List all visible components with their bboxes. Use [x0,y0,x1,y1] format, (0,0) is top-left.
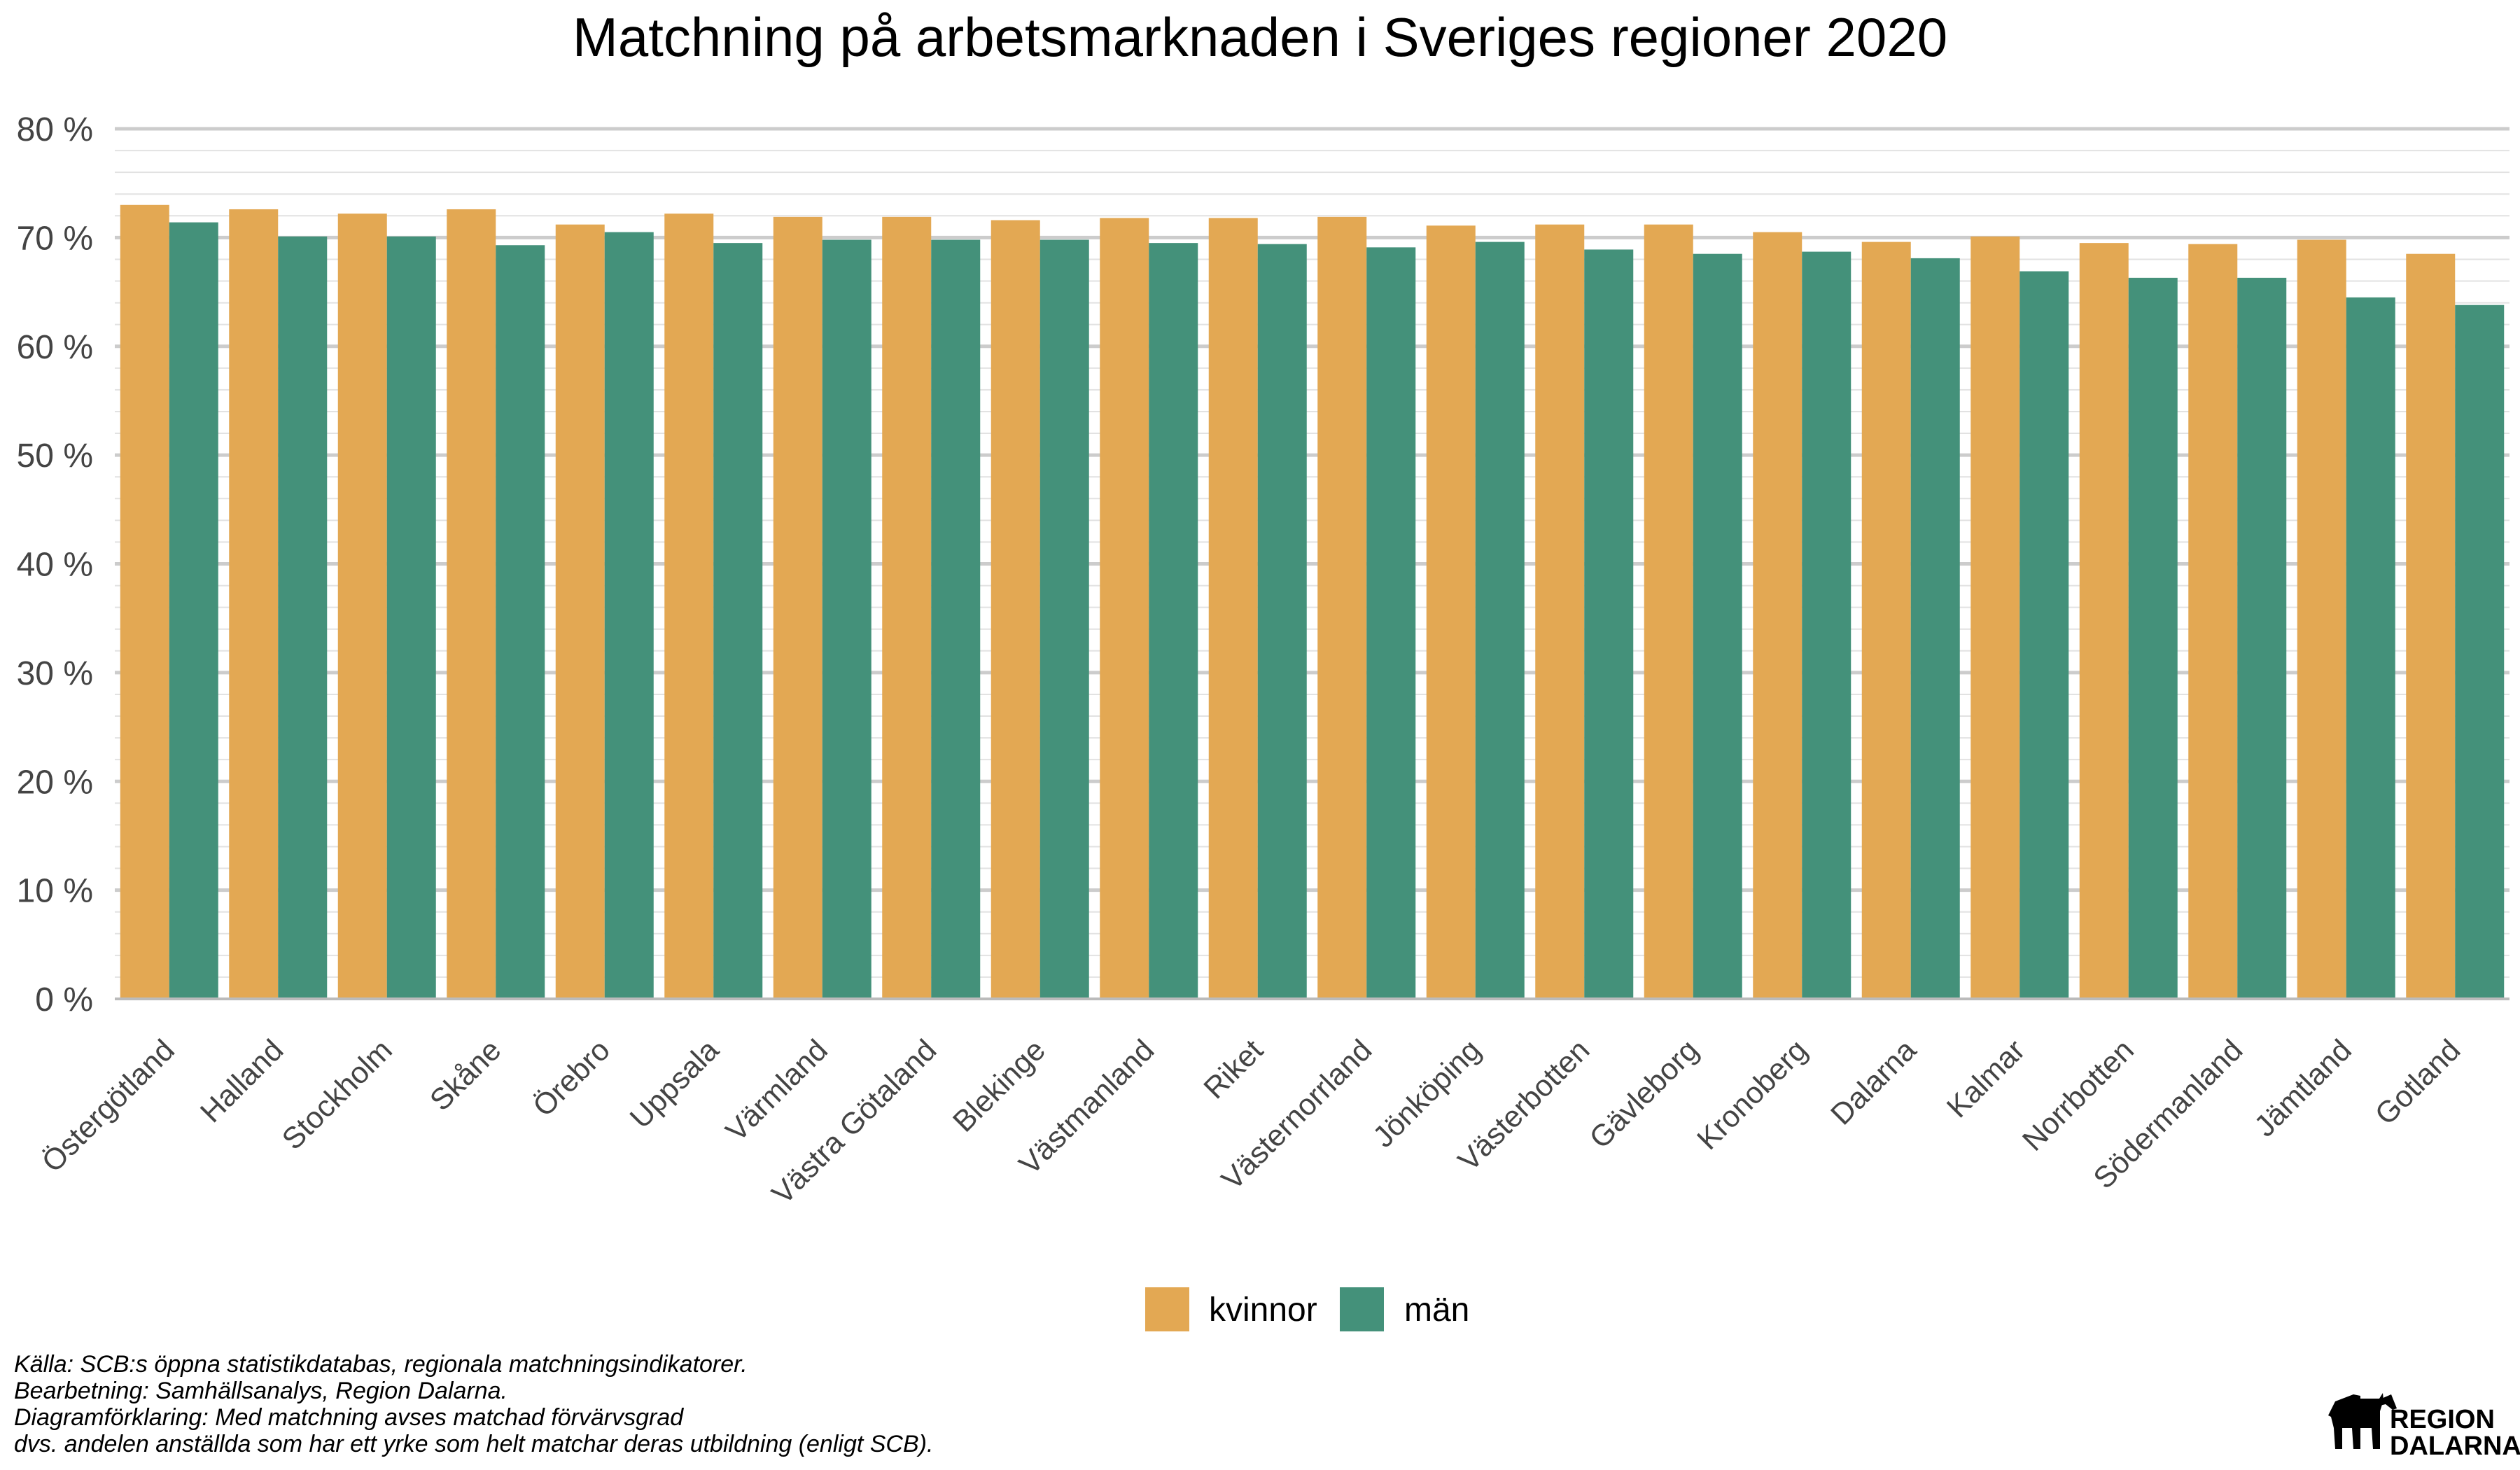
y-tick-label: 80 % [17,111,93,148]
bar-kvinnor [664,214,714,999]
y-tick-label: 30 % [17,655,93,692]
y-tick-label: 0 % [35,981,93,1018]
bar-kvinnor [773,216,822,999]
bar-man [1149,243,1198,999]
bar-man [1366,247,1416,999]
bar-kvinnor [1535,224,1585,1000]
bar-man [1910,258,1960,999]
x-tick-label: Skåne [424,1033,507,1117]
legend-label-man: män [1404,1292,1469,1329]
bar-man [1693,253,1742,999]
bar-kvinnor [447,209,496,999]
bar-kvinnor [555,224,605,1000]
y-tick-label: 40 % [17,547,93,584]
x-tick-label: Gotland [2369,1033,2467,1131]
bar-kvinnor [1644,224,1693,1000]
x-tick-label: Riket [1198,1033,1270,1105]
y-tick-label: 70 % [17,220,93,257]
bar-man [1802,251,1851,1000]
bar-kvinnor [1970,236,2020,999]
bar-kvinnor [1426,225,1476,1000]
bar-man [713,243,763,999]
y-tick-label: 50 % [17,438,93,475]
x-tick-label: Halland [194,1033,290,1129]
x-tick-label: Östergötland [36,1033,181,1179]
x-tick-label: Värmland [720,1033,834,1148]
bar-man [2455,304,2505,999]
y-tick-label: 20 % [17,764,93,801]
bar-man [822,239,872,999]
caption: Källa: SCB:s öppna statistikdatabas, reg… [14,1351,933,1457]
bar-kvinnor [229,209,279,999]
bar-kvinnor [2297,239,2346,999]
chart-title: Matchning på arbetsmarknaden i Sveriges … [573,6,1947,68]
logo-text-region: REGION [2390,1405,2495,1434]
bar-man [2346,297,2395,999]
y-tick-label: 10 % [17,873,93,910]
x-tick-label: Örebro [526,1033,617,1124]
bar-kvinnor [1317,216,1367,999]
bar-man [278,236,328,999]
bar-man [2128,277,2178,999]
x-tick-label: Kalmar [1940,1033,2031,1124]
bar-kvinnor [1100,218,1149,1000]
x-tick-label: Dalarna [1824,1033,1922,1131]
bar-kvinnor [1861,241,1911,1000]
caption-explanation-cont: dvs. andelen anställda som har ett yrke … [14,1431,933,1457]
region-dalarna-logo: REGION DALARNA [2328,1393,2520,1461]
caption-processing: Bearbetning: Samhällsanalys, Region Dala… [14,1378,507,1404]
bars [120,204,2505,1000]
bar-man [1040,239,1089,999]
x-tick-label: Jämtland [2248,1033,2358,1143]
legend-swatch-kvinnor [1145,1287,1189,1331]
bar-man [386,236,436,999]
x-tick-label: Uppsala [624,1033,726,1135]
bar-man [604,232,654,1000]
bar-kvinnor [2406,253,2456,999]
bar-kvinnor [337,214,387,999]
legend: kvinnor män [1145,1287,1469,1331]
bar-kvinnor [120,204,169,1000]
x-tick-label: Gävleborg [1583,1033,1705,1155]
caption-explanation: Diagramförklaring: Med matchning avses m… [14,1404,684,1431]
bar-man [1475,241,1525,1000]
bar-kvinnor [2188,244,2238,999]
bar-man [1584,249,1634,999]
y-tick-label: 60 % [17,329,93,366]
x-tick-label: Kronoberg [1690,1033,1814,1156]
logo-text-dalarna: DALARNA [2390,1432,2520,1461]
caption-source: Källa: SCB:s öppna statistikdatabas, reg… [14,1351,748,1378]
dala-horse-icon [2328,1393,2397,1449]
bar-man [1257,244,1307,999]
bar-man [2019,271,2069,999]
bar-kvinnor [1753,232,1802,1000]
bar-kvinnor [1208,218,1258,1000]
legend-label-kvinnor: kvinnor [1209,1292,1317,1329]
x-tick-label: Blekinge [946,1033,1052,1139]
bar-kvinnor [882,216,932,999]
bar-man [169,222,218,999]
legend-swatch-man [1340,1287,1384,1331]
y-axis-ticks: 0 % 10 % 20 % 30 % 40 % 50 % 60 % 70 % 80 % [17,111,93,1018]
x-tick-label: Stockholm [276,1033,399,1156]
bar-kvinnor [2079,243,2129,999]
bar-man [496,245,545,1000]
bar-kvinnor [990,220,1040,999]
bar-man [2237,277,2287,999]
bar-man [931,239,981,999]
